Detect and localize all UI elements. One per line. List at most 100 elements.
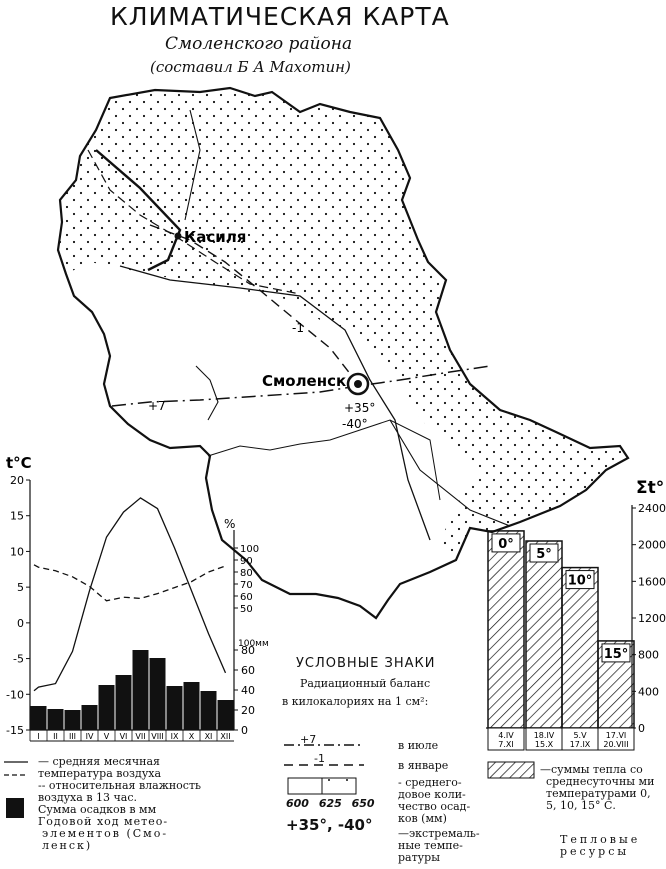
isotherm-july-label: +7: [148, 399, 166, 413]
legend-left-line: -- относительная влажность: [38, 779, 202, 792]
temp-tick-label: 15: [10, 510, 24, 523]
heat-bar: [487, 530, 525, 729]
heat-bar-start-date: 5.V: [573, 731, 587, 740]
legend-precip-text: - среднего- довое коли- чество осад- ков…: [398, 777, 470, 825]
precip-tick-label: 0: [241, 724, 248, 737]
precip-tick-label: 60: [241, 664, 255, 677]
heat-bar-threshold: 5°: [536, 547, 552, 562]
precip-bar: [166, 686, 183, 730]
legend-precip-600: [287, 777, 323, 795]
heat-bar: [525, 540, 563, 729]
legend-july-sample: +7: [300, 733, 317, 746]
map-subtitle: Смоленского района: [165, 34, 353, 54]
legend-precip-line: ков (мм): [398, 812, 447, 825]
heat-tick-label: 1600: [638, 575, 666, 588]
precip-bar: [200, 691, 217, 730]
map-author: (составил Б А Махотин): [150, 58, 351, 76]
humidity-tick-label: 100: [240, 544, 259, 555]
legend-heading: УСЛОВНЫЕ ЗНАКИ: [296, 656, 436, 671]
heat-bar-end-date: 7.XI: [498, 740, 513, 749]
legend-right-line: —суммы тепла со: [540, 763, 643, 776]
legend-precip-value: 650: [351, 797, 375, 810]
temp-tick-label: -5: [13, 653, 24, 666]
heat-tick-label: 2000: [638, 539, 666, 552]
river-dnieper: [119, 265, 431, 541]
legend-extreme-line: ные темпе-: [398, 839, 463, 852]
legend-precip-line: чество осад-: [398, 800, 471, 813]
legend-center: УСЛОВНЫЕ ЗНАКИ Радиационный баланс в кил…: [282, 656, 466, 708]
caption-line: ресурсы: [560, 845, 630, 858]
legend-symbols: [4, 744, 535, 818]
city-label-kasilya: Касиля: [184, 228, 246, 246]
precip-bar: [217, 700, 234, 730]
precip-tick-label: 40: [241, 684, 255, 697]
heat-tick-label: 400: [638, 685, 659, 698]
legend-extreme-text: —экстремаль- ные темпе- ратуры: [398, 828, 480, 864]
region-boundary: [207, 419, 441, 501]
isotherm-january: [149, 224, 359, 385]
precip-tick-label: 20: [241, 704, 255, 717]
legend-left-line: — средняя месячная: [38, 755, 160, 768]
legend-left-line: элементов (Смо-: [42, 827, 169, 840]
city-marker-kasilya: [174, 232, 182, 240]
temp-tick-label: 10: [10, 545, 24, 558]
isotherm-july: [111, 365, 491, 407]
region-map: Касиля Смоленск +7 -1 +35° -40°: [56, 86, 630, 620]
month-label: V: [104, 732, 110, 741]
legend-january-sample: -1: [314, 752, 325, 765]
humidity-tick-label: 90: [240, 556, 253, 567]
legend-right-caption: Тепловые ресурсы: [560, 834, 640, 858]
month-label: I: [37, 732, 39, 741]
precip-bar: [30, 706, 47, 730]
legend-sub1: Радиационный баланс: [300, 677, 431, 690]
city-marker-smolensk: [354, 380, 362, 388]
heat-bar-date-box: [487, 727, 525, 751]
month-label: IX: [171, 732, 179, 741]
legend-precip-line: - среднего-: [398, 776, 462, 789]
temperature-series-line: [33, 497, 227, 692]
month-label: VI: [120, 732, 128, 741]
precip-bar: [115, 675, 132, 730]
precip-bar: [98, 685, 115, 730]
dotted-zone-north: [58, 88, 628, 560]
month-label: VII: [135, 732, 145, 741]
legend-precip-values: 600 625 650: [286, 797, 375, 810]
map-title: КЛИМАТИЧЕСКАЯ КАРТА: [110, 2, 450, 31]
humidity-tick-label: 70: [240, 580, 253, 591]
legend-left-line: ленск): [42, 839, 93, 852]
heat-bar-start-date: 4.IV: [498, 731, 514, 740]
heat-bar-threshold: 10°: [568, 574, 593, 589]
month-label: X: [189, 732, 195, 741]
heat-bar-threshold: 15°: [604, 647, 629, 662]
humidity-tick-label: 60: [240, 592, 253, 603]
heat-bar-start-date: 17.VI: [606, 731, 627, 740]
heat-tick-label: 2400: [638, 502, 666, 515]
precip-unit: 100мм: [238, 639, 269, 649]
precip-bar: [47, 709, 64, 730]
caption-line: Тепловые: [560, 833, 641, 846]
legend-extreme-sample: +35°, -40°: [286, 816, 373, 834]
humidity-unit: %: [224, 517, 235, 531]
river-branch: [184, 109, 201, 221]
temp-tick-label: 20: [10, 474, 24, 487]
heat-bar-end-date: 17.IX: [570, 740, 591, 749]
temp-tick-label: 5: [17, 581, 24, 594]
legend-precip-symbol: [6, 798, 24, 818]
precip-bar: [81, 705, 98, 730]
legend-july-text: в июле: [398, 739, 439, 752]
heat-bar-label-box: [491, 533, 521, 553]
extreme-max-label: +35°: [344, 401, 375, 415]
legend-precip-value: 625: [318, 797, 342, 810]
humidity-tick-label: 50: [240, 604, 253, 615]
heat-bar-start-date: 18.IV: [534, 731, 555, 740]
city-label-smolensk: Смоленск: [262, 372, 346, 390]
month-label: XII: [220, 732, 230, 741]
precip-bar: [149, 658, 166, 730]
humidity-series-line: [33, 564, 226, 602]
legend-right-line: среднесуточны ми: [546, 775, 655, 788]
month-label: III: [69, 732, 76, 741]
legend-precip-value: 600: [286, 797, 309, 810]
legend-precip-650: [321, 777, 357, 795]
